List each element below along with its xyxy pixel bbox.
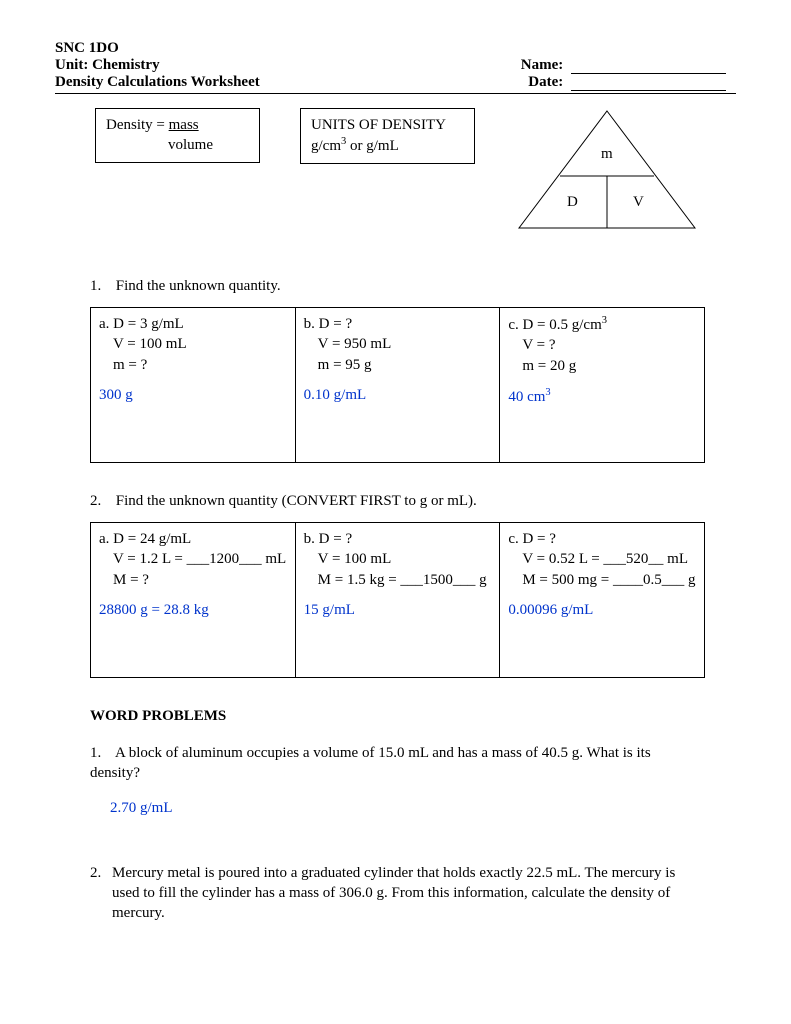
q1c-l3: m = 20 g [508,356,696,376]
wp2-number: 2. [90,863,112,924]
word-problem-1: 1. A block of aluminum occupies a volume… [90,743,691,784]
unit-line: Unit: Chemistry [55,57,160,74]
q2c-l3: M = 500 mg = ____0.5___ g [508,570,696,590]
q1-cell-b: b. D = ? V = 950 mL m = 95 g 0.10 g/mL [295,308,500,463]
q2b-l3: M = 1.5 kg = ___1500___ g [304,570,492,590]
q2b-answer: 15 g/mL [304,600,492,620]
formula-numerator: mass [169,117,199,133]
q2c-l1: c. D = ? [508,529,696,549]
date-blank[interactable] [571,90,726,91]
wp2-text: Mercury metal is poured into a graduated… [112,863,691,924]
worksheet-header: SNC 1DO Unit: Chemistry Name: Density Ca… [55,40,736,94]
q1a-l2: V = 100 mL [99,334,287,354]
question-1: 1. Find the unknown quantity. [90,278,736,295]
q1c-ans-exp: 3 [545,387,550,398]
q2-prompt: Find the unknown quantity (CONVERT FIRST… [116,493,477,509]
units-box: UNITS OF DENSITY g/cm3 or g/mL [300,108,475,164]
q1b-l2: V = 950 mL [304,334,492,354]
worksheet-title: Density Calculations Worksheet [55,74,260,91]
q2b-l1: b. D = ? [304,529,492,549]
name-label: Name: [521,57,563,73]
triangle-svg [515,108,700,238]
q2-cell-b: b. D = ? V = 100 mL M = 1.5 kg = ___1500… [295,523,500,678]
date-label: Date: [528,74,563,90]
course-code: SNC 1DO [55,40,119,57]
q1b-l1: b. D = ? [304,314,492,334]
q1c-l2: V = ? [508,335,696,355]
wp1-number: 1. [90,743,112,763]
q1-grid: a. D = 3 g/mL V = 100 mL m = ? 300 g b. … [90,307,705,463]
q1c-ans-pre: 40 cm [508,389,545,405]
q2c-answer: 0.00096 g/mL [508,600,696,620]
q2c-l2: V = 0.52 L = ___520__ mL [508,549,696,569]
q2-cell-a: a. D = 24 g/mL V = 1.2 L = ___1200___ mL… [91,523,296,678]
q1a-l3: m = ? [99,355,287,375]
q2-cell-c: c. D = ? V = 0.52 L = ___520__ mL M = 50… [500,523,705,678]
word-problem-2: 2. Mercury metal is poured into a gradua… [90,863,691,924]
q2a-l3: M = ? [99,570,287,590]
q1-number: 1. [90,278,112,295]
units-line: g/cm [311,138,341,154]
q1b-l3: m = 95 g [304,355,492,375]
formula-lhs: Density = [106,117,169,133]
q1c-l1-exp: 3 [602,315,607,326]
q1c-l1-pre: c. D = 0.5 g/cm [508,317,601,333]
wp1-text: A block of aluminum occupies a volume of… [90,745,651,781]
units-suffix: or g/mL [346,138,399,154]
q1a-l1: a. D = 3 g/mL [99,314,287,334]
q2-number: 2. [90,493,112,510]
q1c-answer: 40 cm3 [508,386,696,407]
q2a-l1: a. D = 24 g/mL [99,529,287,549]
question-2: 2. Find the unknown quantity (CONVERT FI… [90,493,736,510]
q2a-answer: 28800 g = 28.8 kg [99,600,287,620]
density-formula-box: Density = mass volume [95,108,260,163]
wp1-answer: 2.70 g/mL [110,800,736,817]
units-title: UNITS OF DENSITY [311,117,446,133]
reference-section: Density = mass volume UNITS OF DENSITY g… [55,108,736,238]
q2a-l2: V = 1.2 L = ___1200___ mL [99,549,287,569]
q1-cell-c: c. D = 0.5 g/cm3 V = ? m = 20 g 40 cm3 [500,308,705,463]
q1c-l1: c. D = 0.5 g/cm3 [508,314,696,335]
q1-prompt: Find the unknown quantity. [116,278,281,294]
q2b-l2: V = 100 mL [304,549,492,569]
formula-denominator: volume [106,137,213,153]
q1b-answer: 0.10 g/mL [304,385,492,405]
triangle-d: D [567,194,578,211]
triangle-m: m [601,146,613,163]
density-triangle: m D V [515,108,700,238]
word-problems-heading: WORD PROBLEMS [90,708,736,725]
header-rule [55,93,736,94]
triangle-v: V [633,194,644,211]
q1-cell-a: a. D = 3 g/mL V = 100 mL m = ? 300 g [91,308,296,463]
q1a-answer: 300 g [99,385,287,405]
q2-grid: a. D = 24 g/mL V = 1.2 L = ___1200___ mL… [90,522,705,678]
